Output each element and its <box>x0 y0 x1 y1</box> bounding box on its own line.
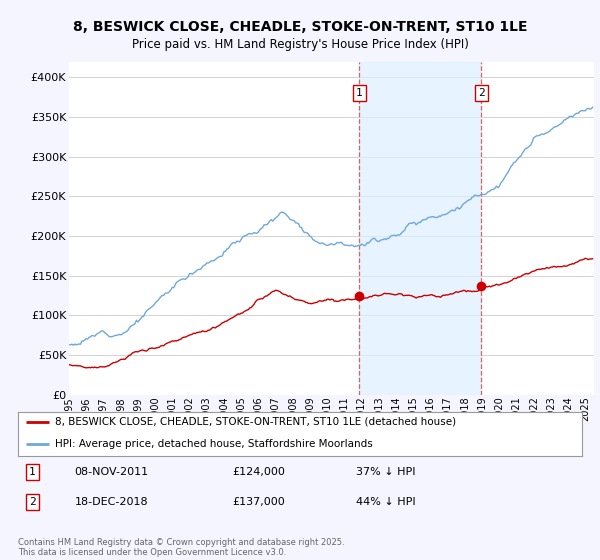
Text: HPI: Average price, detached house, Staffordshire Moorlands: HPI: Average price, detached house, Staf… <box>55 439 373 449</box>
Text: 18-DEC-2018: 18-DEC-2018 <box>74 497 148 507</box>
Text: 44% ↓ HPI: 44% ↓ HPI <box>356 497 416 507</box>
Text: 8, BESWICK CLOSE, CHEADLE, STOKE-ON-TRENT, ST10 1LE: 8, BESWICK CLOSE, CHEADLE, STOKE-ON-TREN… <box>73 20 527 34</box>
Text: 2: 2 <box>29 497 35 507</box>
Text: 08-NOV-2011: 08-NOV-2011 <box>74 467 149 477</box>
Text: 1: 1 <box>356 88 362 99</box>
Bar <box>359 62 481 395</box>
Text: Price paid vs. HM Land Registry's House Price Index (HPI): Price paid vs. HM Land Registry's House … <box>131 38 469 50</box>
Text: 2: 2 <box>478 88 485 99</box>
Text: 1: 1 <box>29 467 35 477</box>
Text: 8, BESWICK CLOSE, CHEADLE, STOKE-ON-TRENT, ST10 1LE (detached house): 8, BESWICK CLOSE, CHEADLE, STOKE-ON-TREN… <box>55 417 456 427</box>
Text: £137,000: £137,000 <box>232 497 285 507</box>
Text: Contains HM Land Registry data © Crown copyright and database right 2025.
This d: Contains HM Land Registry data © Crown c… <box>18 538 344 557</box>
Text: 37% ↓ HPI: 37% ↓ HPI <box>356 467 416 477</box>
Text: £124,000: £124,000 <box>232 467 285 477</box>
